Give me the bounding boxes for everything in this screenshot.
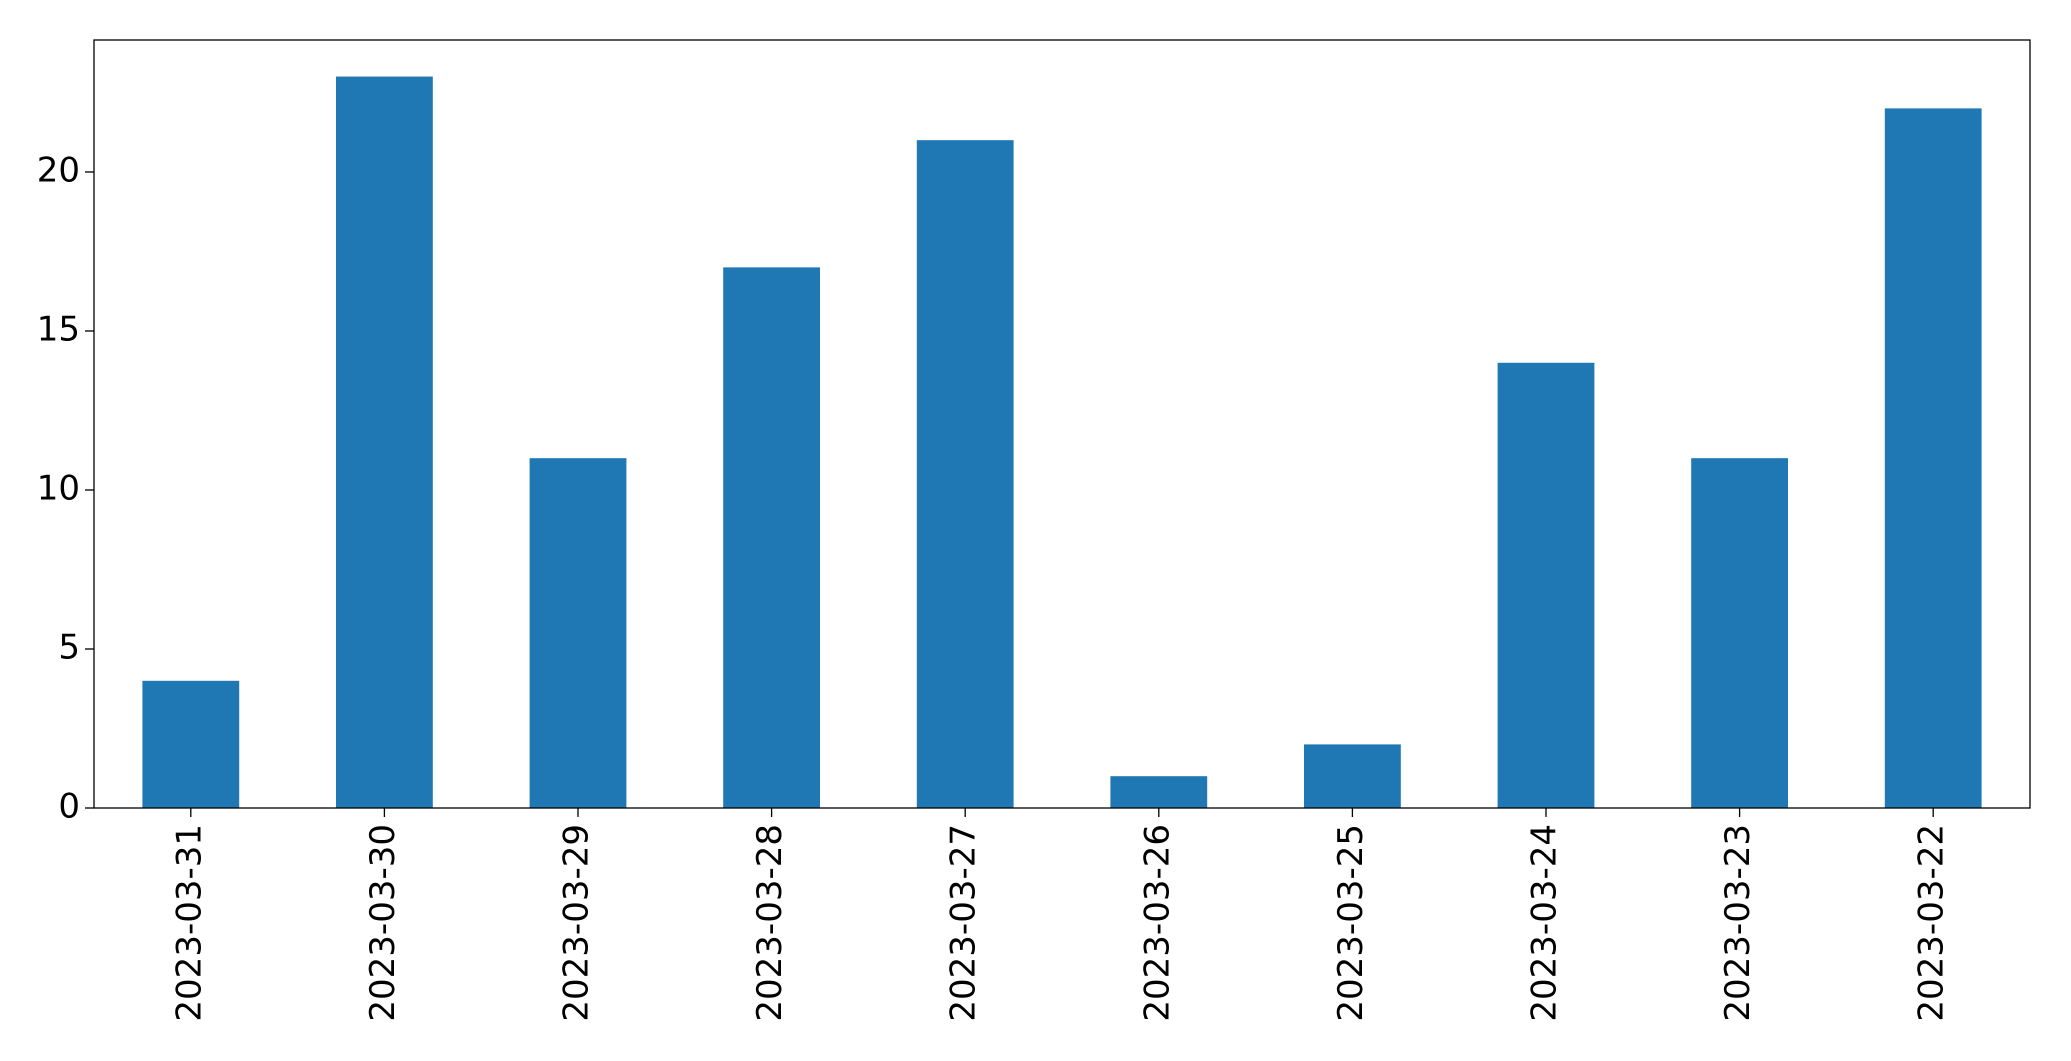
bar — [336, 76, 433, 809]
x-tick-label: 2023-03-25 — [1331, 824, 1371, 1022]
bar — [1497, 362, 1595, 808]
x-tick-label: 2023-03-30 — [363, 824, 403, 1022]
axes-frame — [93, 39, 2031, 809]
y-tick-label: 15 — [37, 309, 80, 349]
y-tick-label: 5 — [58, 627, 80, 667]
y-tick-label: 10 — [37, 468, 80, 508]
plot-area — [142, 76, 1982, 809]
y-tick-label: 0 — [58, 787, 80, 827]
x-tick-label: 2023-03-29 — [557, 824, 597, 1022]
x-tick-label: 2023-03-27 — [944, 824, 984, 1022]
bar — [1304, 744, 1401, 808]
bar — [916, 140, 1014, 808]
x-tick-label: 2023-03-24 — [1525, 824, 1565, 1022]
bar — [529, 458, 627, 808]
bar — [1110, 776, 1208, 808]
x-tick-label: 2023-03-31 — [169, 824, 209, 1022]
bar — [1884, 108, 1982, 808]
bar — [1691, 458, 1788, 808]
x-tick-label: 2023-03-22 — [1912, 824, 1952, 1022]
y-tick-label: 20 — [37, 150, 80, 190]
x-tick-label: 2023-03-26 — [1137, 824, 1177, 1022]
x-tick-label: 2023-03-23 — [1718, 824, 1758, 1022]
x-tick-label: 2023-03-28 — [750, 824, 790, 1022]
bar — [723, 267, 820, 808]
bar — [142, 680, 240, 808]
